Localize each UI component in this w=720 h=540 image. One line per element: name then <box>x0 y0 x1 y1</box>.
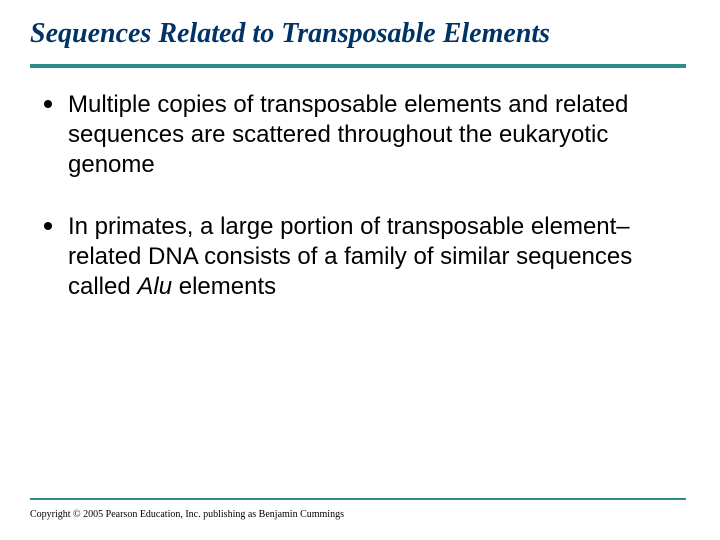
copyright-text: Copyright © 2005 Pearson Education, Inc.… <box>30 509 344 520</box>
bullet-text-italic: Alu <box>137 273 172 300</box>
bullet-item: In primates, a large portion of transpos… <box>40 212 660 302</box>
bullet-text-post: elements <box>172 273 276 300</box>
footer-rule <box>30 498 686 500</box>
slide-title: Sequences Related to Transposable Elemen… <box>30 18 550 50</box>
title-underline <box>30 64 686 68</box>
bullet-text: In primates, a large portion of transpos… <box>68 213 632 300</box>
slide-body: Multiple copies of transposable elements… <box>40 90 660 334</box>
bullet-text: Multiple copies of transposable elements… <box>68 91 628 178</box>
bullet-dot-icon <box>44 222 52 230</box>
bullet-item: Multiple copies of transposable elements… <box>40 90 660 180</box>
slide: Sequences Related to Transposable Elemen… <box>0 0 720 540</box>
bullet-dot-icon <box>44 100 52 108</box>
